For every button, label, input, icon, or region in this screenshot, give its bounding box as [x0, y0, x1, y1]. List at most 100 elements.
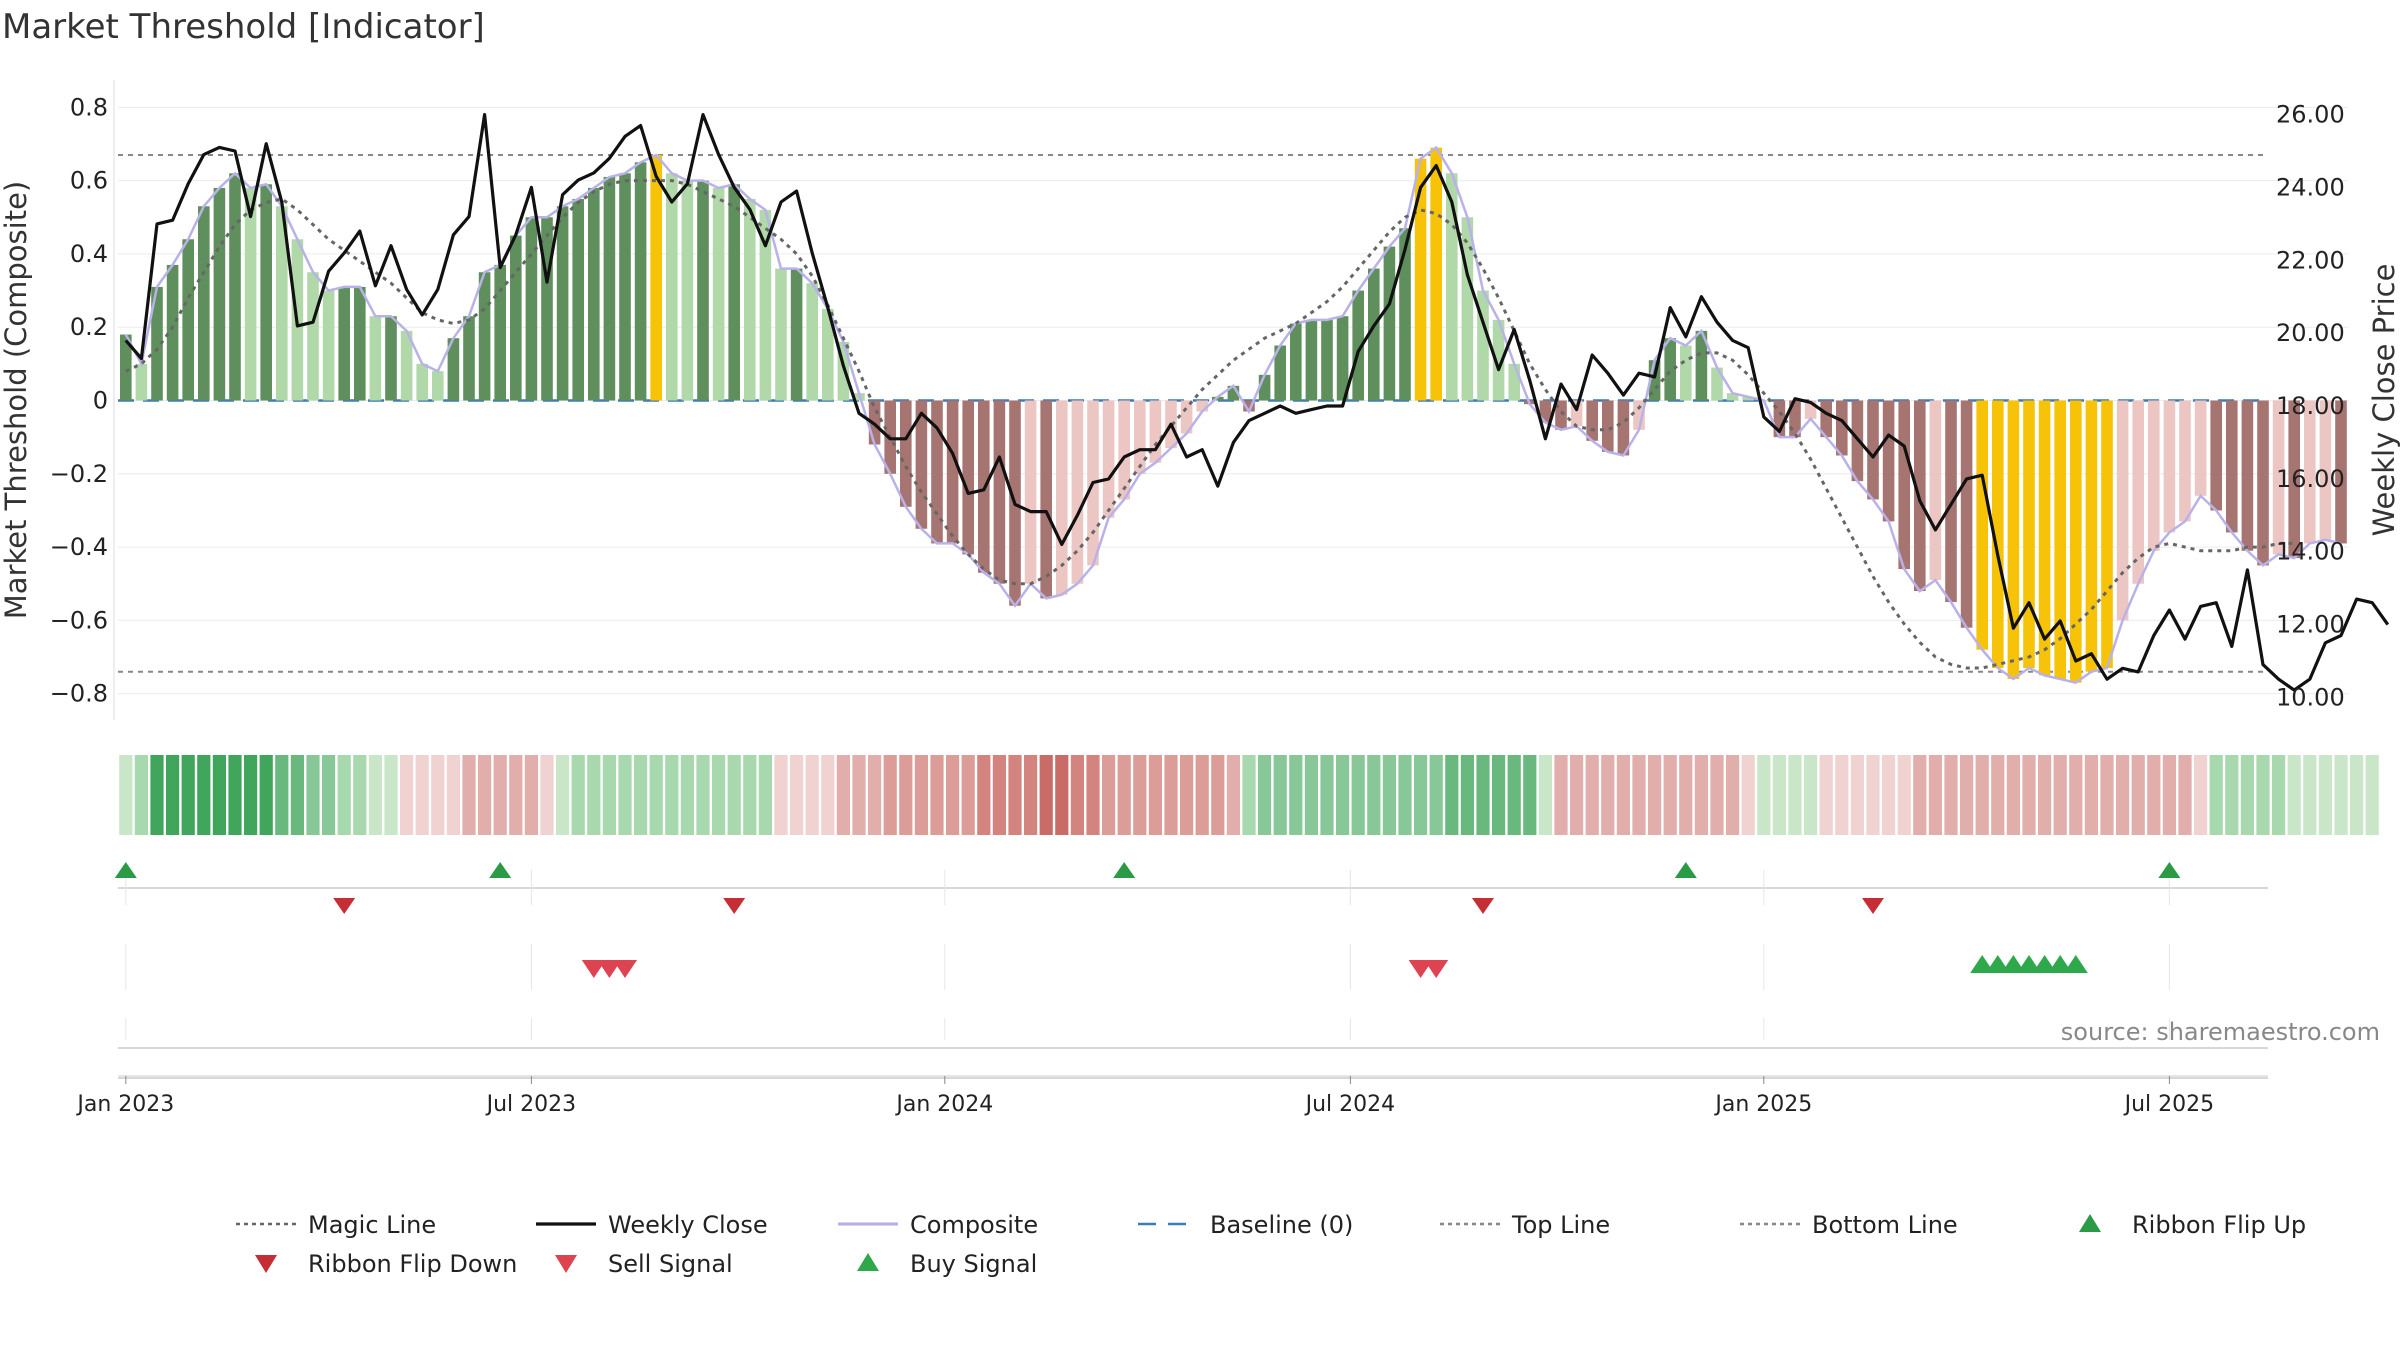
ribbon-cell: [119, 755, 133, 835]
ribbon-cell: [2272, 755, 2286, 835]
composite-bar: [1352, 290, 1364, 401]
reference-lines: [118, 153, 2268, 673]
ribbon-cell: [1367, 755, 1381, 835]
composite-bar: [494, 264, 506, 401]
ribbon-cell: [2365, 755, 2379, 835]
composite-bar: [1680, 345, 1692, 401]
composite-bar: [307, 272, 319, 401]
composite-bar: [213, 187, 226, 401]
legend-label: Buy Signal: [910, 1250, 1037, 1278]
composite-bar: [2101, 400, 2113, 669]
composite-bar: [276, 206, 288, 401]
ribbon-cell: [2240, 755, 2254, 835]
ribbon-cell: [1601, 755, 1615, 835]
ribbon-cell: [649, 755, 663, 835]
ribbon-cell: [1445, 755, 1459, 835]
composite-bar: [2163, 400, 2176, 533]
composite-bar: [2241, 400, 2254, 551]
ribbon-cell: [1211, 755, 1225, 835]
composite-bar: [1836, 400, 1848, 456]
composite-bar: [1134, 400, 1146, 474]
composite-bar: [2054, 400, 2066, 680]
ribbon-cell: [478, 755, 492, 835]
composite-bar: [2226, 400, 2238, 533]
ribbon-cell: [1070, 755, 1084, 835]
composite-bar: [806, 283, 818, 401]
ribbon-cell: [1991, 755, 2005, 835]
composite-bar: [822, 308, 834, 401]
legend-label: Baseline (0): [1210, 1211, 1353, 1239]
composite-bar: [1368, 268, 1380, 401]
signal-markers: [114, 862, 2268, 1079]
ribbon-cell: [712, 755, 726, 835]
ribbon-cell: [1226, 755, 1240, 835]
composite-bar: [2070, 400, 2082, 683]
composite-bar: [572, 198, 584, 401]
ribbon-cell: [524, 755, 538, 835]
composite-bar: [1321, 319, 1333, 401]
ribbon-cell: [946, 755, 960, 835]
legend-label: Ribbon Flip Down: [308, 1250, 517, 1278]
ribbon-cell: [1694, 755, 1708, 835]
composite-bar: [416, 363, 428, 401]
ribbon-cell: [259, 755, 273, 835]
composite-bar: [728, 184, 740, 401]
ribbon-cell: [1788, 755, 1802, 835]
y-tick-label-left: −0.2: [50, 460, 108, 488]
ribbon-cell: [228, 755, 242, 835]
ribbon-cell: [1554, 755, 1568, 835]
ribbon-cell: [1710, 755, 1724, 835]
ribbon-cell: [727, 755, 741, 835]
ribbon-cell: [1039, 755, 1053, 835]
composite-bar: [1898, 400, 1910, 570]
y-axis-right-ticks: 26.00 24.00 22.00 20.00 18.00 16.00 14.00 12.00…: [2276, 101, 2345, 712]
ribbon-flip-up-marker: [114, 862, 137, 878]
composite-bar: [1399, 228, 1411, 401]
weekly-close-line: [124, 113, 2390, 692]
ribbon-cell: [150, 755, 164, 835]
ribbon-cell: [1882, 755, 1896, 835]
composite-bar: [2179, 400, 2191, 522]
ribbon-cell: [1429, 755, 1443, 835]
ribbon-cell: [244, 755, 258, 835]
y-tick-label-left: 0.6: [70, 167, 108, 195]
ribbon-cell: [587, 755, 601, 835]
composite-bar: [1508, 363, 1520, 401]
x-tick-label: Jul 2025: [2123, 1092, 2215, 1117]
composite-bar: [650, 154, 662, 401]
composite-bar: [447, 338, 460, 401]
composite-line: [124, 145, 2342, 685]
composite-bar: [1149, 400, 1162, 463]
ribbon-cell: [322, 755, 336, 835]
ribbon-cell: [1632, 755, 1646, 835]
source-note: source: sharemaestro.com: [2061, 1018, 2380, 1046]
composite-bar: [1196, 400, 1208, 412]
ribbon-cell: [181, 755, 195, 835]
composite-bar: [2116, 400, 2129, 621]
ribbon-cell: [1944, 755, 1958, 835]
ribbon-flip-down-marker: [333, 898, 356, 914]
y-tick-label-right: 10.00: [2276, 683, 2345, 711]
composite-bar: [2304, 400, 2316, 544]
ribbon-cell: [1975, 755, 1989, 835]
ribbon-cell: [353, 755, 367, 835]
ribbon-cell: [1320, 755, 1334, 835]
composite-bar: [666, 173, 678, 401]
ribbon-cell: [446, 755, 460, 835]
composite-bar: [1305, 319, 1318, 401]
y-tick-label-right: 12.00: [2276, 611, 2345, 639]
ribbon-cell: [384, 755, 398, 835]
composite-bar: [322, 290, 335, 401]
composite-bar: [1274, 345, 1286, 401]
legend-label: Weekly Close: [608, 1211, 768, 1239]
ribbon-cell: [2038, 755, 2052, 835]
ribbon-cell: [1336, 755, 1350, 835]
buy-signal-marker: [2017, 955, 2041, 973]
composite-bar: [1742, 396, 1754, 401]
composite-bar: [1882, 400, 1895, 522]
composite-bar: [478, 272, 491, 401]
composite-bar: [1118, 400, 1130, 500]
ribbon-strip: [119, 755, 2379, 835]
ribbon-cell: [1024, 755, 1038, 835]
composite-bar: [1290, 323, 1302, 401]
